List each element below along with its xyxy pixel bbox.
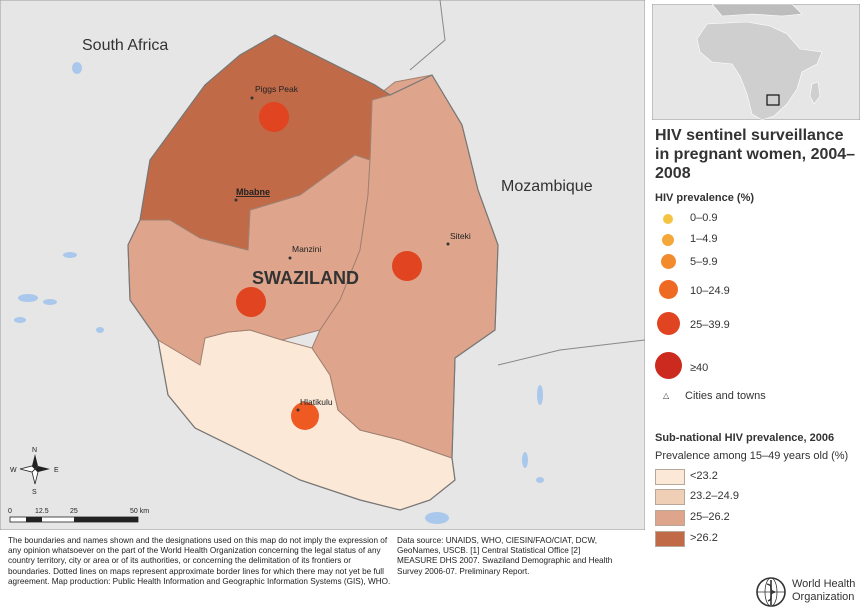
prevalence-legend-item: 1–4.9 <box>655 231 860 253</box>
prevalence-symbol <box>661 254 676 269</box>
city-markers <box>234 96 450 412</box>
svg-text:W: W <box>10 467 17 474</box>
inset-locator-map <box>652 4 860 120</box>
subnational-legend-subheading: Prevalence among 15–49 years old (%) <box>655 450 849 462</box>
country-outline <box>127 34 499 511</box>
subnational-legend-item: <23.2 <box>655 469 855 485</box>
prevalence-legend-item: 5–9.9 <box>655 253 860 275</box>
sentinel-circle-siteki <box>392 251 422 281</box>
neighbor-label-mozambique: Mozambique <box>501 178 593 195</box>
disclaimer-text: The boundaries and names shown and the d… <box>8 536 391 586</box>
neighbor-label-south-africa: South Africa <box>82 37 168 54</box>
compass-rose-icon: N S W E <box>10 447 59 496</box>
city-label-manzini: Manzini <box>292 244 321 254</box>
prevalence-symbol <box>659 280 678 299</box>
prevalence-symbol <box>663 214 673 224</box>
prevalence-symbol <box>657 312 680 335</box>
prevalence-symbol <box>655 352 682 379</box>
prevalence-legend-item: ≥40 <box>655 352 860 379</box>
legend-swatch <box>655 510 685 526</box>
map-title: HIV sentinel surveillance in pregnant wo… <box>655 127 856 182</box>
sentinel-circle-manzini <box>236 287 266 317</box>
subnational-legend-heading: Sub-national HIV prevalence, 2006 <box>655 432 835 444</box>
scale-bar: 0 12.5 25 50 km <box>8 508 149 523</box>
border-line-east <box>497 339 645 366</box>
svg-text:S: S <box>32 489 37 496</box>
city-label-siteki: Siteki <box>450 231 471 241</box>
sentinel-circle-piggs-peak <box>259 102 289 132</box>
data-source-text: Data source: UNAIDS, WHO, CIESIN/FAO/CIA… <box>397 536 613 576</box>
prevalence-symbol <box>662 234 674 246</box>
svg-text:25: 25 <box>70 508 78 515</box>
prevalence-legend-item: 10–24.9 <box>655 280 860 303</box>
legend-swatch <box>655 469 685 485</box>
who-name-line: World Health <box>792 578 856 590</box>
svg-text:E: E <box>54 467 59 474</box>
city-triangle-icon: △ <box>663 391 670 400</box>
svg-text:50 km: 50 km <box>130 508 149 515</box>
prevalence-legend-heading: HIV prevalence (%) <box>655 192 755 204</box>
legend-swatch <box>655 489 685 505</box>
prevalence-legend-item: 25–39.9 <box>655 312 860 335</box>
city-label-mbabane: Mbabne <box>236 187 270 197</box>
who-name-line: Organization <box>792 591 855 603</box>
border-line-north <box>409 0 446 71</box>
svg-text:N: N <box>32 447 37 454</box>
subnational-legend-item: 23.2–24.9 <box>655 489 855 505</box>
swaziland-map: South Africa Mozambique SWAZILAND Piggs … <box>0 0 645 530</box>
who-emblem-icon <box>756 577 786 607</box>
city-label-piggs-peak: Piggs Peak <box>255 84 299 94</box>
country-label: SWAZILAND <box>252 268 359 288</box>
legend-swatch <box>655 531 685 547</box>
subnational-legend-item: 25–26.2 <box>655 510 855 526</box>
prevalence-legend-item: 0–0.9 <box>655 210 860 232</box>
svg-text:12.5: 12.5 <box>35 508 49 515</box>
svg-text:0: 0 <box>8 508 12 515</box>
inset-highlight-box <box>766 94 780 106</box>
subnational-legend-item: >26.2 <box>655 531 855 547</box>
who-logo: World Health Organization <box>754 575 862 611</box>
city-label-hlatikulu: Hlatikulu <box>300 397 333 407</box>
